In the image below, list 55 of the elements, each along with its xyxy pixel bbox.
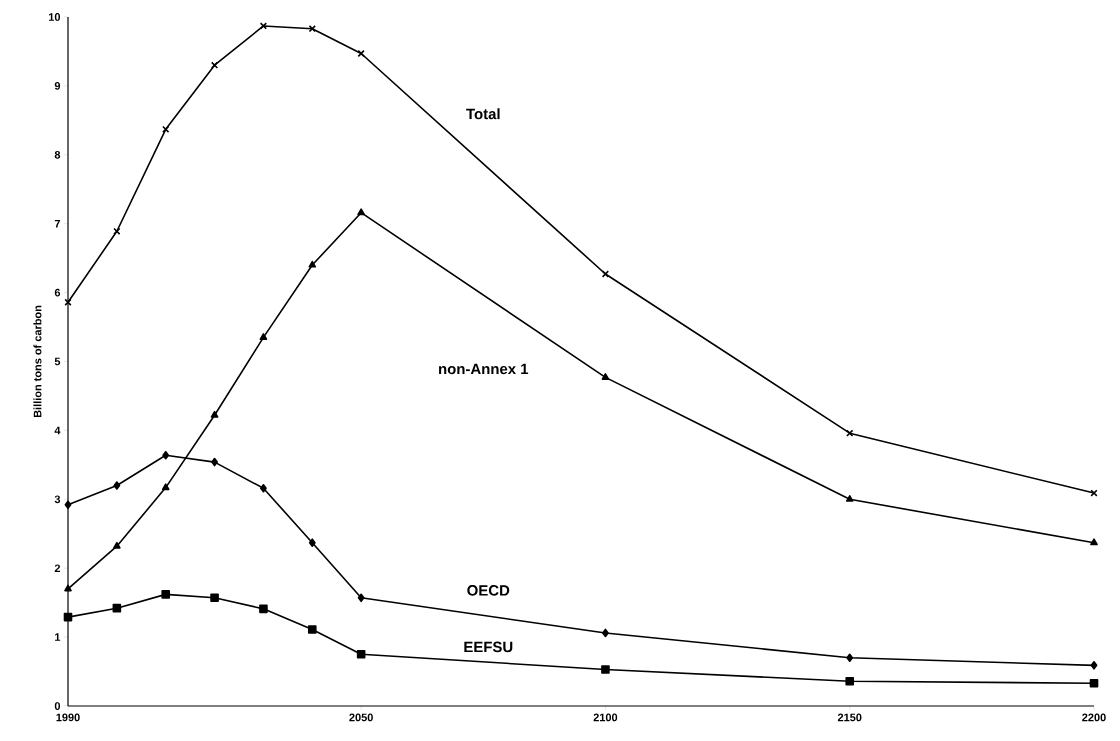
y-tick-label: 3 — [54, 495, 61, 504]
point — [845, 495, 854, 502]
point — [260, 483, 267, 493]
point — [1089, 678, 1099, 688]
point — [112, 603, 122, 613]
y-tick-label: 10 — [48, 13, 61, 21]
point — [64, 500, 72, 510]
point — [601, 665, 610, 674]
x-tick-label: 2050 — [349, 713, 373, 722]
x-tick-label: 1990 — [56, 713, 80, 722]
y-tick-label: 8 — [54, 150, 61, 159]
text: non-Annex 1 — [439, 363, 529, 375]
series-label: OECD — [467, 585, 510, 596]
point — [1090, 538, 1098, 546]
point — [602, 628, 609, 638]
point — [308, 25, 316, 33]
y-tick-label: 4 — [54, 426, 61, 435]
point — [845, 676, 855, 686]
point — [210, 410, 219, 418]
y-tick-label: 5 — [54, 357, 61, 366]
point — [308, 260, 317, 268]
point — [63, 612, 73, 622]
series-label: EEFSU — [464, 641, 513, 653]
point — [307, 625, 317, 634]
point — [162, 125, 170, 133]
point — [356, 650, 366, 659]
point — [601, 373, 610, 380]
x-tick-label: 2150 — [837, 713, 862, 722]
series-label: Total — [466, 108, 500, 120]
point — [113, 227, 121, 235]
point — [846, 653, 854, 663]
y-tick-label: 1 — [55, 633, 61, 641]
point — [1090, 661, 1098, 670]
point — [211, 457, 218, 467]
y-tick-label: 0 — [54, 702, 61, 710]
point — [161, 483, 170, 491]
point — [64, 584, 72, 592]
y-tick-label: 9 — [54, 82, 61, 90]
point — [161, 590, 171, 599]
point — [113, 481, 121, 490]
point — [357, 593, 365, 603]
y-tick-label: 6 — [54, 288, 61, 297]
point — [113, 541, 121, 549]
point — [210, 593, 219, 603]
x-tick-label: 2200 — [1082, 713, 1106, 722]
y-tick-label: 2 — [54, 564, 61, 573]
x-tick-label: 2100 — [593, 713, 618, 722]
point — [1090, 489, 1098, 497]
point — [357, 208, 365, 216]
point — [308, 538, 316, 548]
point — [259, 604, 268, 614]
point — [162, 450, 170, 460]
point — [259, 333, 268, 340]
y-tick-label: 7 — [54, 219, 60, 228]
y-axis-title: Billion tons of carbon — [33, 305, 42, 418]
